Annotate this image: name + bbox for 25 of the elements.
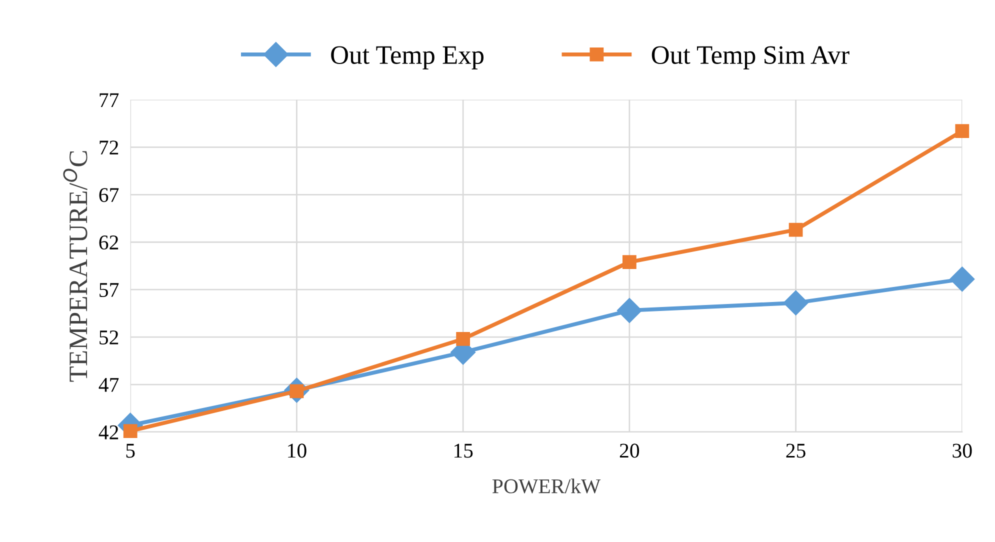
y-tick-label: 57 bbox=[100, 283, 119, 298]
x-tick-label: 5 bbox=[126, 444, 135, 458]
point bbox=[616, 298, 642, 323]
x-axis-title: POWER/kW bbox=[492, 478, 601, 494]
x-tick-label: 30 bbox=[952, 444, 972, 458]
x-tick-label: 15 bbox=[454, 444, 473, 458]
y-axis-title: TEMPERATURE/$^{O}$C bbox=[63, 151, 88, 382]
x-tick-label: 20 bbox=[620, 444, 640, 458]
x-tick-label: 10 bbox=[288, 444, 306, 458]
y-tick-label: 42 bbox=[98, 425, 118, 440]
x-tick-label: 25 bbox=[786, 444, 806, 458]
point bbox=[788, 222, 803, 237]
y-tick-label: 67 bbox=[99, 188, 119, 202]
point bbox=[955, 124, 970, 138]
legend-label: Out Temp Sim Avr bbox=[652, 46, 850, 70]
y-tick-label: 47 bbox=[98, 378, 119, 392]
point bbox=[456, 332, 470, 346]
point bbox=[622, 255, 636, 269]
y-tick-label: 72 bbox=[100, 140, 118, 154]
legend-label: Out Temp Exp bbox=[331, 46, 484, 70]
y-tick-label: 52 bbox=[100, 330, 118, 344]
point bbox=[783, 290, 808, 316]
point bbox=[950, 266, 975, 292]
y-tick-label: 77 bbox=[100, 93, 119, 107]
y-tick-label: 62 bbox=[99, 236, 118, 250]
